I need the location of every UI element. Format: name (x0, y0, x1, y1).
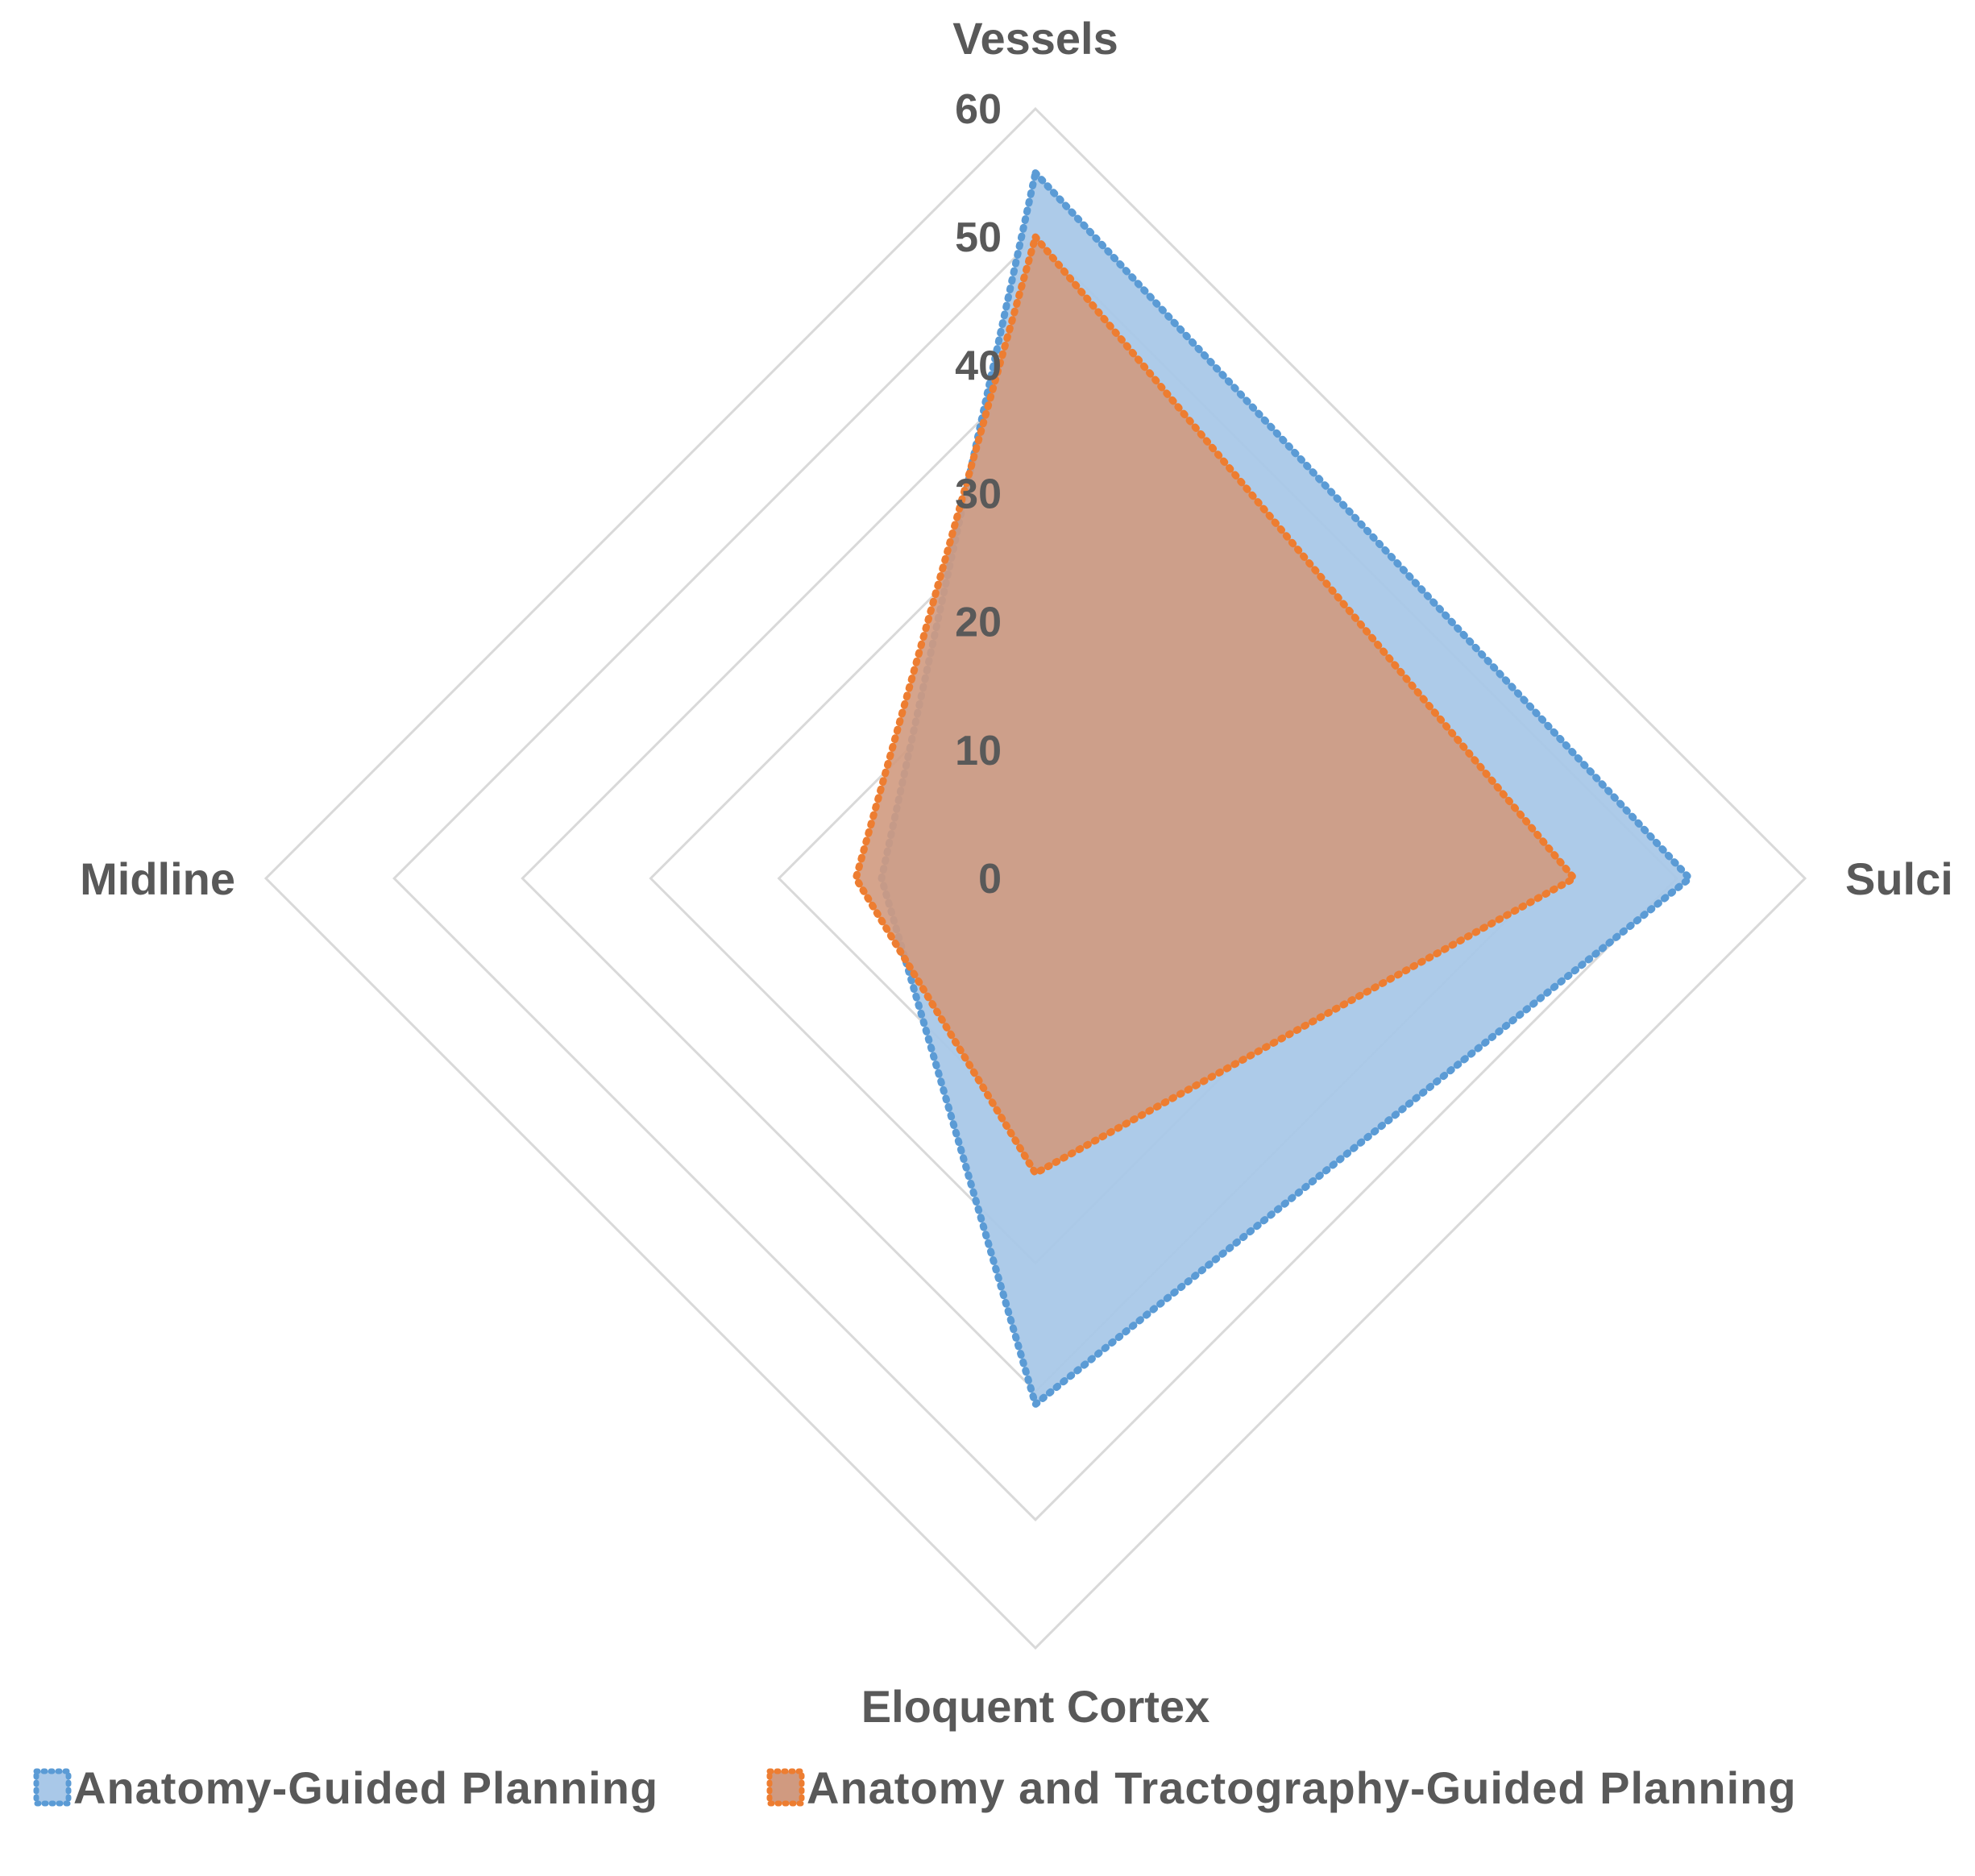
tick-label-40: 40 (955, 342, 1002, 389)
grid-ring-60 (263, 106, 1807, 1650)
tick-label-30: 30 (955, 471, 1002, 518)
legend-swatch-2 (766, 1768, 805, 1807)
legend-label-2: Anatomy and Tractography-Guided Planning (807, 1762, 1797, 1813)
legend-item-2: Anatomy and Tractography-Guided Planning (766, 1762, 1797, 1813)
tick-label-60: 60 (955, 86, 1002, 133)
legend-swatch-1 (33, 1768, 72, 1807)
legend-item-1: Anatomy-Guided Planning (33, 1762, 658, 1813)
radial-axis-ticks: 0 10 20 30 40 50 60 (955, 86, 1002, 903)
tick-label-10: 10 (955, 728, 1002, 774)
tick-label-20: 20 (955, 600, 1002, 646)
legend-label-1: Anatomy-Guided Planning (73, 1762, 658, 1813)
tick-label-0: 0 (978, 856, 1002, 903)
tick-label-50: 50 (955, 214, 1002, 261)
category-label-sulci: Sulci (1845, 853, 1953, 904)
category-label-vessels: Vessels (952, 13, 1118, 64)
legend: Anatomy-Guided Planning Anatomy and Tract… (33, 1762, 1797, 1813)
category-label-midline: Midline (80, 853, 235, 904)
category-label-eloquent-cortex: Eloquent Cortex (861, 1681, 1209, 1732)
category-labels: Vessels Sulci Eloquent Cortex Midline (80, 13, 1953, 1732)
series-polygon-2 (852, 233, 1578, 1177)
radar-series (852, 169, 1694, 1409)
